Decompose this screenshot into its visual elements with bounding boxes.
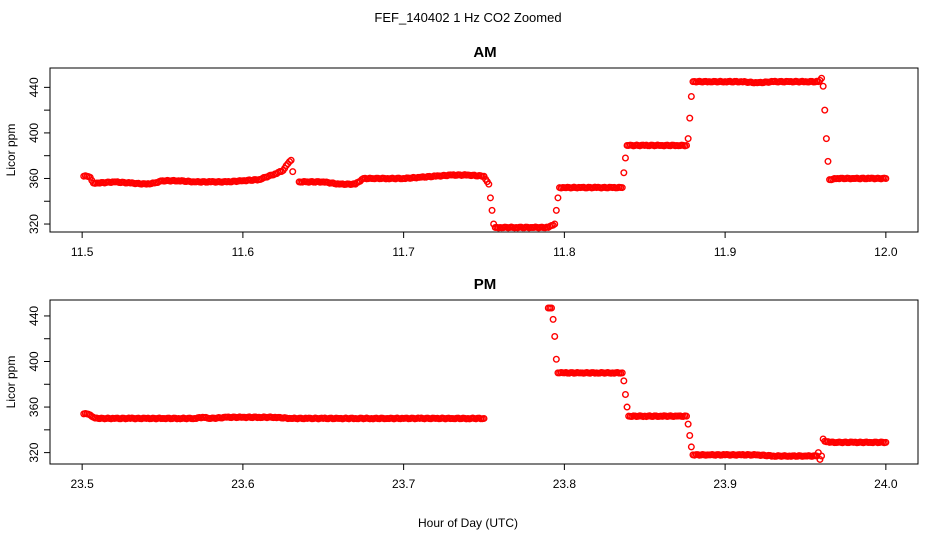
pm-data-point [818,452,826,460]
am-data-point [882,174,890,182]
am-data-point [620,169,628,177]
pm-data-point [551,332,559,340]
am-data-point [824,157,832,165]
am-data-point [287,156,295,164]
am-axes: 11.5 11.6 11.7 11.8 11.9 12.0 320 360 400 440 [27,77,898,259]
pm-x-tick-label: 24.0 [874,477,898,491]
am-y-tick-label: 360 [27,168,41,188]
x-axis-label: Hour of Day (UTC) [418,516,518,530]
pm-data-point [684,420,692,428]
pm-y-tick-label: 440 [27,306,41,326]
am-panel: AM 11.5 11.6 11.7 11.8 11.9 12.0320360400440 … [4,44,919,259]
am-data-point [821,106,829,114]
am-data-point [485,180,493,188]
am-data-point [618,184,626,192]
am-data-point [551,220,559,228]
am-data-point [819,82,827,90]
pm-y-axis-label: Licor ppm [4,356,18,409]
pm-panel: PM 23.5 23.6 23.7 23.8 23.9 24.0320360400440 … [4,276,919,491]
pm-axes: 23.5 23.6 23.7 23.8 23.9 24.0 320 360 400 440 [27,306,898,491]
am-data-point [818,74,826,82]
pm-data-point [620,377,628,385]
am-data-point [486,194,494,202]
am-y-axis-label: Licor ppm [4,124,18,177]
pm-x-tick-label: 23.6 [231,477,255,491]
pm-data-point [552,355,560,363]
figure-title: FEF_140402 1 Hz CO2 Zoomed [374,10,561,25]
am-y-tick-label: 440 [27,77,41,97]
am-plot-box [49,67,919,233]
am-x-tick-label: 11.8 [553,245,576,259]
pm-data-point [882,438,890,446]
am-y-tick-label: 320 [27,214,41,234]
pm-y-tick-label: 400 [27,351,41,371]
pm-data-point [816,455,824,463]
am-data-point [621,154,629,162]
am-data-point [552,206,560,214]
am-data-point [488,206,496,214]
pm-x-tick-label: 23.9 [713,477,737,491]
am-x-tick-label: 11.7 [392,245,415,259]
pm-data-point [686,432,694,440]
am-data-point [683,141,691,149]
am-data-point [822,135,830,143]
pm-data-points [80,304,890,463]
am-x-tick-label: 11.9 [714,245,737,259]
pm-x-tick-label: 23.7 [392,477,416,491]
am-data-point [289,168,297,176]
pm-data-point [549,315,557,323]
pm-data-point [621,391,629,399]
am-x-tick-label: 11.6 [232,245,255,259]
pm-data-point [683,412,691,420]
am-x-tick-label: 11.5 [71,245,94,259]
pm-data-point [480,414,488,422]
pm-plot-box [49,299,919,465]
pm-x-tick-label: 23.8 [553,477,577,491]
am-data-point [687,92,695,100]
pm-data-point [548,304,556,312]
am-data-points [80,74,890,232]
am-y-tick-label: 400 [27,123,41,143]
pm-data-point [618,369,626,377]
am-x-tick-label: 12.0 [874,245,898,259]
pm-y-tick-label: 360 [27,397,41,417]
pm-y-tick-label: 320 [27,442,41,462]
am-data-point [684,135,692,143]
pm-data-point [687,443,695,451]
am-data-point [554,194,562,202]
am-panel-title: AM [473,44,496,61]
pm-x-tick-label: 23.5 [70,477,94,491]
am-data-point [286,158,294,166]
am-data-point [686,114,694,122]
pm-data-point [623,403,631,411]
pm-panel-title: PM [474,276,497,293]
